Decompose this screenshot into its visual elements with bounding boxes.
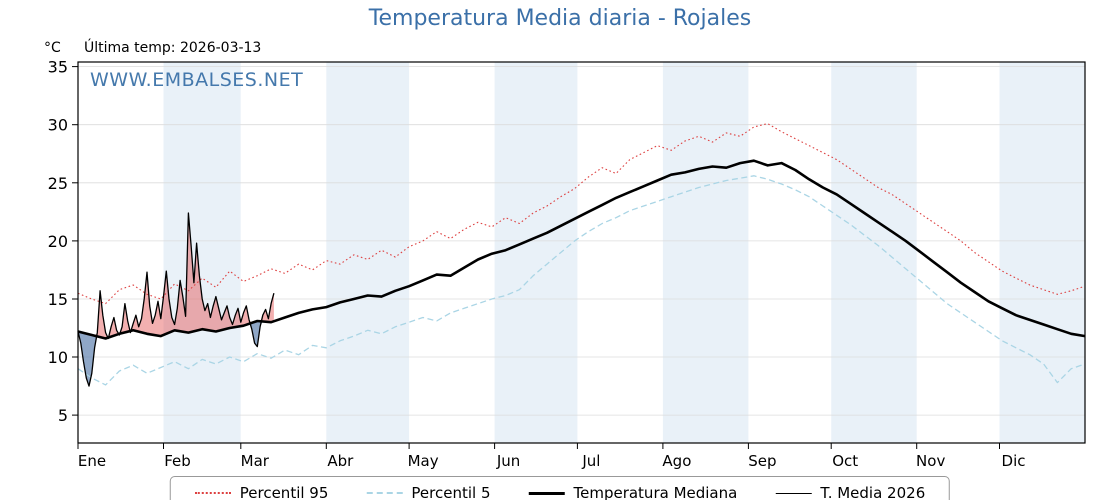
month-band [831, 62, 917, 443]
legend-label-temperatura-mediana: Temperatura Mediana [573, 484, 738, 500]
chart-title: Temperatura Media diaria - Rojales [368, 6, 752, 31]
legend-item-percentil-5: Percentil 5 [366, 484, 490, 500]
x-tick-label: Jun [496, 452, 520, 470]
last-temp-annotation: Última temp: 2026-03-13 [84, 38, 261, 56]
x-tick-label: Mar [241, 452, 270, 470]
y-tick-label: 20 [48, 232, 68, 251]
month-band [494, 62, 578, 443]
line-percentil-95 [77, 123, 1086, 305]
plot-border [77, 61, 1086, 444]
line-percentil-5 [77, 175, 1086, 386]
fill-below-median [78, 321, 274, 387]
month-band [326, 62, 410, 443]
y-tick-label: 5 [58, 406, 68, 425]
legend-label-percentil-5: Percentil 5 [411, 484, 491, 500]
x-tick-label: May [408, 452, 439, 470]
x-tick-label: Feb [164, 452, 191, 470]
t-media-2026-line-icon [775, 492, 812, 494]
month-band [662, 62, 749, 443]
month-band [999, 62, 1085, 443]
x-tick-label: Nov [916, 452, 945, 470]
y-tick-label: 15 [48, 290, 68, 309]
y-tick-label: 30 [48, 116, 68, 135]
percentil-5-line-icon [366, 492, 403, 494]
line-temperatura-mediana [77, 159, 1086, 340]
y-tick-label: 35 [48, 58, 68, 77]
y-tick-label: 10 [48, 348, 68, 367]
legend-item-t-media-2026: T. Media 2026 [775, 484, 925, 500]
x-tick-label: Ago [662, 452, 691, 470]
x-tick-label: Sep [748, 452, 776, 470]
percentil-95-line-icon [194, 492, 231, 494]
watermark: WWW.EMBALSES.NET [90, 69, 303, 91]
x-tick-label: Ene [78, 452, 106, 470]
temperatura-mediana-line-icon [528, 491, 565, 495]
legend-label-t-media-2026: T. Media 2026 [820, 484, 926, 500]
legend-label-percentil-95: Percentil 95 [239, 484, 329, 500]
y-axis-unit-label: °C [44, 40, 61, 56]
x-tick-label: Abr [327, 452, 354, 470]
x-tick-label: Jul [581, 452, 600, 470]
x-tick-label: Oct [832, 452, 858, 470]
legend: Percentil 95 Percentil 5 Temperatura Med… [169, 476, 951, 500]
line-t-media-2026 [77, 212, 275, 387]
legend-item-percentil-95: Percentil 95 [194, 484, 329, 500]
generated-plot-layers: 5 10 15 20 25 30 35 Ene Feb Mar Abr May Jun Jul Ago Sep… [48, 58, 1086, 470]
plot-area: 5 10 15 20 25 30 35 Ene Feb Mar Abr May Jun Jul Ago Sep… [44, 38, 1086, 470]
month-band [163, 62, 241, 443]
x-tick-label: Dic [1002, 452, 1026, 470]
legend-item-temperatura-mediana: Temperatura Mediana [528, 484, 737, 500]
y-tick-label: 25 [48, 174, 68, 193]
